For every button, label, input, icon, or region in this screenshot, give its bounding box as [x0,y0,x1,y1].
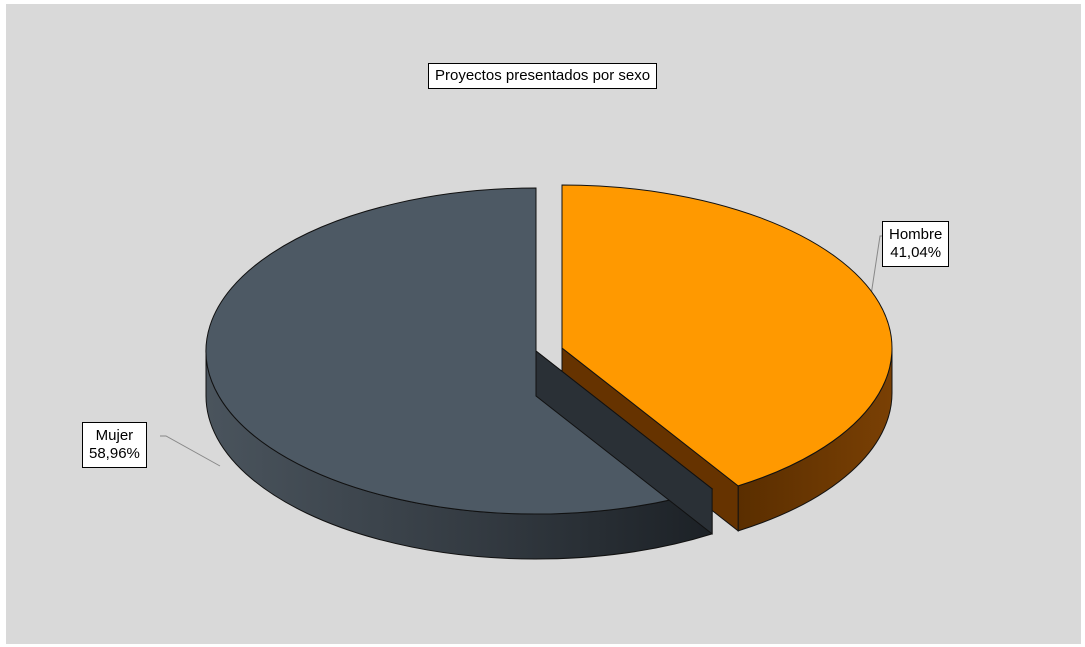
leader-line-mujer [160,435,221,467]
chart-title-text: Proyectos presentados por sexo [435,67,651,84]
slice-mujer-cut-face [535,349,713,535]
data-label-hombre-category: Hombre [889,226,943,243]
chart-title: Proyectos presentados por sexo [428,63,658,89]
data-label-mujer: Mujer 58,96% [82,422,147,468]
data-label-mujer-value: 58,96% [89,445,140,462]
data-label-hombre-value: 41,04% [890,244,942,261]
pie-slices [205,184,893,560]
chart-area: Proyectos presentados por sexo Hombre 41… [6,4,1081,644]
data-label-hombre: Hombre 41,04% [882,221,950,267]
slice-hombre [561,184,893,487]
pie-chart [160,184,893,560]
data-label-mujer-category: Mujer [95,427,134,444]
